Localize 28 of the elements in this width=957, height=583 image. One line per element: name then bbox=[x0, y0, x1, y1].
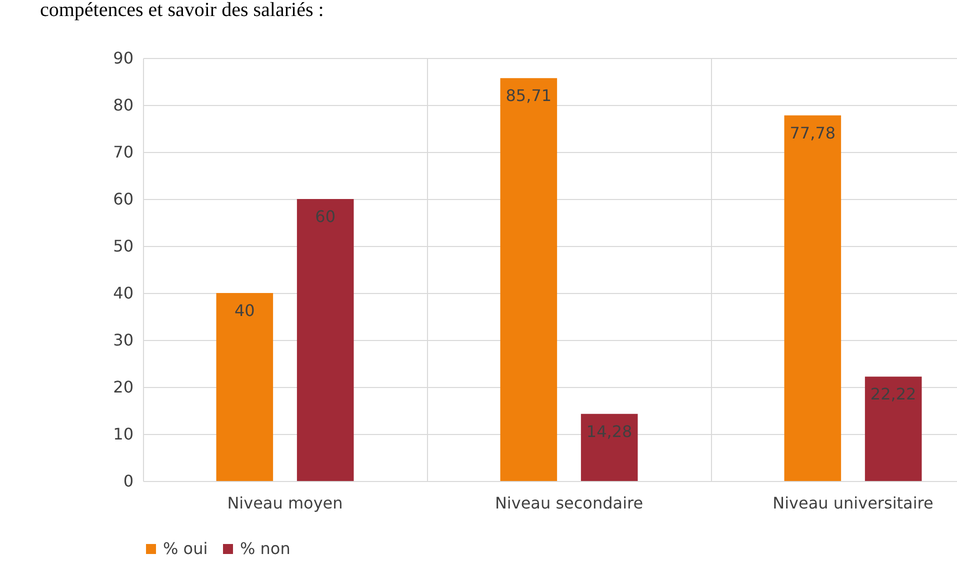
bar bbox=[784, 115, 842, 481]
bar bbox=[216, 293, 274, 481]
data-label: 22,22 bbox=[870, 384, 916, 404]
y-tick-label: 40 bbox=[113, 284, 134, 302]
y-tick-label: 30 bbox=[113, 330, 134, 350]
y-tick-label: 0 bbox=[123, 472, 134, 490]
x-tick-label: Niveau moyen bbox=[227, 494, 343, 512]
chart-title: compétences et savoir des salariés : bbox=[40, 0, 324, 21]
y-tick-label: 70 bbox=[113, 142, 134, 162]
data-label: 40 bbox=[234, 301, 255, 320]
legend-label: % oui bbox=[163, 539, 208, 558]
bar bbox=[500, 78, 558, 481]
bar bbox=[580, 414, 638, 481]
y-tick-label: 50 bbox=[113, 236, 134, 256]
data-label: 14,28 bbox=[586, 422, 632, 441]
y-tick-label: 10 bbox=[113, 424, 134, 444]
bar bbox=[296, 199, 354, 481]
bar bbox=[864, 376, 922, 481]
x-tick-label: Niveau universitaire bbox=[772, 494, 934, 512]
data-label: 85,71 bbox=[506, 86, 552, 106]
y-tick-label: 20 bbox=[113, 378, 134, 396]
y-tick-label: 60 bbox=[113, 190, 134, 208]
y-tick-label: 80 bbox=[113, 96, 134, 114]
y-tick-label: 90 bbox=[113, 48, 134, 68]
legend-label: % non bbox=[240, 539, 290, 558]
data-label: 77,78 bbox=[790, 123, 836, 142]
data-label: 60 bbox=[315, 207, 336, 226]
x-tick-label: Niveau secondaire bbox=[494, 494, 644, 512]
